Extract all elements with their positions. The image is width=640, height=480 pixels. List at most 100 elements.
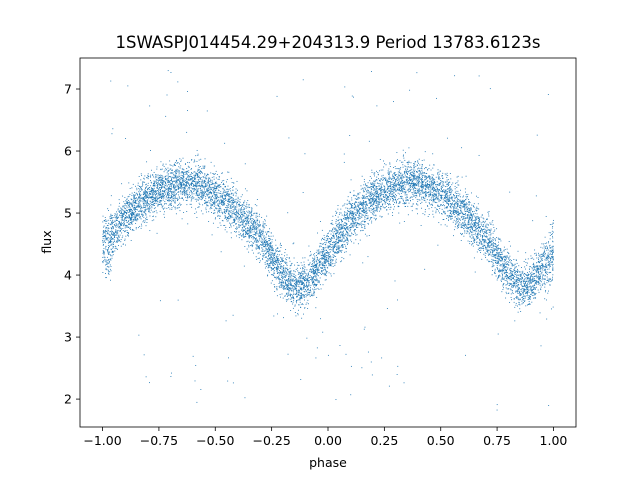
- data-point: [176, 193, 178, 195]
- data-point: [256, 240, 258, 242]
- data-point: [107, 261, 109, 263]
- data-point: [160, 176, 161, 178]
- data-point: [236, 209, 238, 211]
- data-point: [268, 270, 270, 272]
- data-point: [340, 261, 342, 263]
- data-point: [465, 227, 467, 229]
- data-point: [133, 230, 135, 231]
- data-point: [365, 214, 366, 216]
- data-point: [244, 218, 246, 220]
- data-point: [475, 217, 477, 219]
- data-point: [321, 267, 323, 269]
- data-point: [314, 283, 316, 285]
- data-point: [185, 200, 187, 201]
- data-point: [180, 165, 182, 167]
- data-point: [111, 237, 113, 239]
- data-point: [484, 232, 486, 233]
- data-point: [460, 210, 462, 211]
- data-point: [293, 274, 295, 276]
- data-point: [356, 227, 357, 229]
- data-point: [538, 257, 540, 259]
- data-point: [186, 172, 187, 174]
- data-point: [422, 174, 424, 176]
- data-point: [480, 242, 482, 244]
- data-point: [186, 177, 187, 179]
- data-point: [137, 204, 139, 206]
- data-point: [102, 262, 104, 264]
- data-point: [393, 178, 395, 180]
- data-point: [290, 282, 292, 283]
- data-point: [138, 215, 140, 217]
- data-point: [421, 160, 423, 161]
- data-point: [111, 250, 113, 252]
- data-point: [248, 206, 250, 208]
- data-point: [518, 303, 520, 305]
- data-point: [257, 239, 259, 241]
- data-point: [304, 153, 306, 155]
- data-point: [530, 293, 532, 295]
- data-point: [509, 284, 511, 285]
- data-point: [314, 275, 316, 277]
- data-point: [214, 202, 216, 204]
- data-point: [319, 277, 321, 279]
- data-point: [347, 207, 349, 209]
- data-point: [520, 278, 522, 280]
- data-point: [276, 271, 278, 272]
- data-point: [415, 208, 417, 210]
- data-point: [187, 161, 189, 163]
- data-point: [178, 196, 180, 198]
- data-point: [410, 205, 412, 207]
- data-point: [132, 205, 134, 207]
- data-point: [437, 172, 438, 174]
- data-point: [347, 209, 349, 211]
- data-point: [373, 209, 375, 211]
- data-point: [354, 218, 356, 220]
- data-point: [515, 259, 517, 261]
- data-point: [343, 215, 345, 217]
- data-point: [258, 252, 260, 254]
- data-point: [501, 274, 503, 276]
- data-point: [112, 217, 113, 219]
- data-point: [114, 232, 116, 234]
- data-point: [431, 180, 433, 182]
- data-point: [161, 179, 162, 181]
- data-point: [201, 186, 203, 188]
- data-point: [377, 201, 379, 203]
- data-point: [288, 272, 290, 274]
- data-point: [522, 279, 524, 281]
- data-point: [499, 238, 501, 240]
- data-point: [428, 175, 430, 177]
- data-point: [549, 277, 551, 279]
- data-point: [294, 276, 295, 278]
- data-point: [494, 246, 496, 248]
- data-point: [516, 296, 518, 298]
- data-point: [366, 203, 368, 205]
- data-point: [263, 238, 265, 240]
- data-point: [119, 214, 120, 216]
- data-point: [146, 219, 148, 221]
- data-point: [508, 278, 510, 280]
- data-point: [274, 276, 276, 278]
- data-point: [280, 263, 282, 265]
- data-point: [523, 291, 525, 292]
- data-point: [457, 202, 459, 204]
- data-point: [513, 259, 515, 260]
- data-point: [475, 228, 477, 230]
- data-point: [490, 234, 492, 236]
- data-point: [324, 247, 326, 249]
- data-point: [505, 287, 507, 289]
- data-point: [259, 232, 261, 233]
- data-point: [415, 190, 417, 192]
- data-point: [340, 212, 342, 214]
- data-point: [286, 296, 288, 297]
- data-point: [293, 273, 295, 275]
- data-point: [373, 186, 375, 188]
- data-point: [423, 173, 425, 174]
- data-point: [318, 280, 320, 281]
- data-point: [395, 168, 397, 170]
- data-point: [319, 258, 321, 260]
- data-point: [496, 249, 498, 251]
- data-point: [346, 238, 348, 239]
- data-point: [308, 245, 310, 247]
- data-point: [456, 202, 458, 204]
